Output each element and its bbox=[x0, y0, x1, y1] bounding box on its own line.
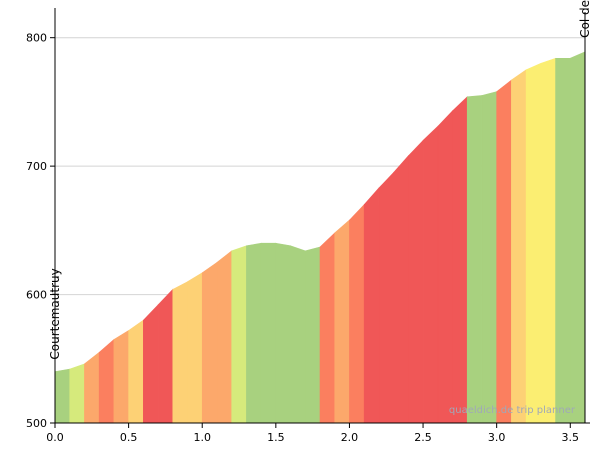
x-tick-label: 1.0 bbox=[193, 431, 211, 444]
y-tick-label: 600 bbox=[26, 289, 47, 302]
elevation-segment bbox=[113, 329, 129, 424]
elevation-segment bbox=[84, 351, 100, 424]
elevation-segment bbox=[201, 261, 218, 424]
elevation-segment bbox=[54, 368, 71, 424]
x-tick-label: 3.5 bbox=[562, 431, 580, 444]
start-location-label: Courtemautruy bbox=[48, 268, 62, 359]
elevation-segments bbox=[54, 51, 586, 424]
elevation-segment bbox=[525, 62, 542, 424]
elevation-segment bbox=[334, 219, 350, 424]
elevation-segment bbox=[128, 319, 144, 424]
y-tick-label: 500 bbox=[26, 417, 47, 430]
elevation-segment bbox=[466, 95, 483, 424]
elevation-segment bbox=[275, 242, 291, 424]
elevation-segment bbox=[304, 246, 321, 424]
elevation-segment bbox=[378, 171, 394, 424]
elevation-segment bbox=[363, 187, 380, 424]
elevation-segment bbox=[349, 203, 365, 424]
elevation-segment bbox=[157, 288, 174, 424]
axes bbox=[54, 8, 590, 424]
elevation-segment bbox=[569, 51, 586, 424]
elevation-segment bbox=[437, 110, 453, 424]
elevation-segment bbox=[393, 155, 409, 424]
watermark-text: quaeldich.de trip planner bbox=[449, 405, 576, 416]
x-tick-label: 0.5 bbox=[120, 431, 138, 444]
x-tick-label: 2.0 bbox=[341, 431, 359, 444]
elevation-segment bbox=[69, 363, 85, 424]
x-axis-ticks: 0.0 0.5 1.0 1.5 2.0 2.5 3.0 3.5 bbox=[46, 423, 579, 444]
elevation-segment bbox=[540, 57, 556, 424]
x-tick-label: 2.5 bbox=[414, 431, 432, 444]
elevation-segment bbox=[319, 232, 336, 424]
elevation-segment bbox=[187, 272, 203, 424]
elevation-segment bbox=[290, 245, 306, 424]
elevation-segment bbox=[216, 250, 232, 424]
elevation-segment bbox=[231, 245, 247, 424]
elevation-segment bbox=[98, 338, 115, 424]
elevation-segment bbox=[452, 96, 468, 424]
x-tick-label: 3.0 bbox=[488, 431, 506, 444]
elevation-segment bbox=[172, 281, 188, 424]
elevation-segment bbox=[408, 139, 424, 424]
elevation-segment bbox=[422, 125, 439, 424]
elevation-segment bbox=[511, 69, 527, 424]
y-axis-ticks: 500 600 700 800 bbox=[26, 32, 55, 430]
elevation-segment bbox=[555, 57, 571, 424]
elevation-segment bbox=[143, 304, 159, 424]
elevation-segment bbox=[496, 79, 512, 424]
elevation-segment bbox=[246, 242, 262, 424]
x-tick-label: 1.5 bbox=[267, 431, 285, 444]
elevation-segment bbox=[260, 242, 277, 424]
y-tick-label: 800 bbox=[26, 32, 47, 45]
end-location-label: Col de la Croix (Jura) bbox=[578, 0, 592, 38]
x-tick-label: 0.0 bbox=[46, 431, 64, 444]
elevation-segment bbox=[481, 91, 497, 424]
y-tick-label: 700 bbox=[26, 160, 47, 173]
